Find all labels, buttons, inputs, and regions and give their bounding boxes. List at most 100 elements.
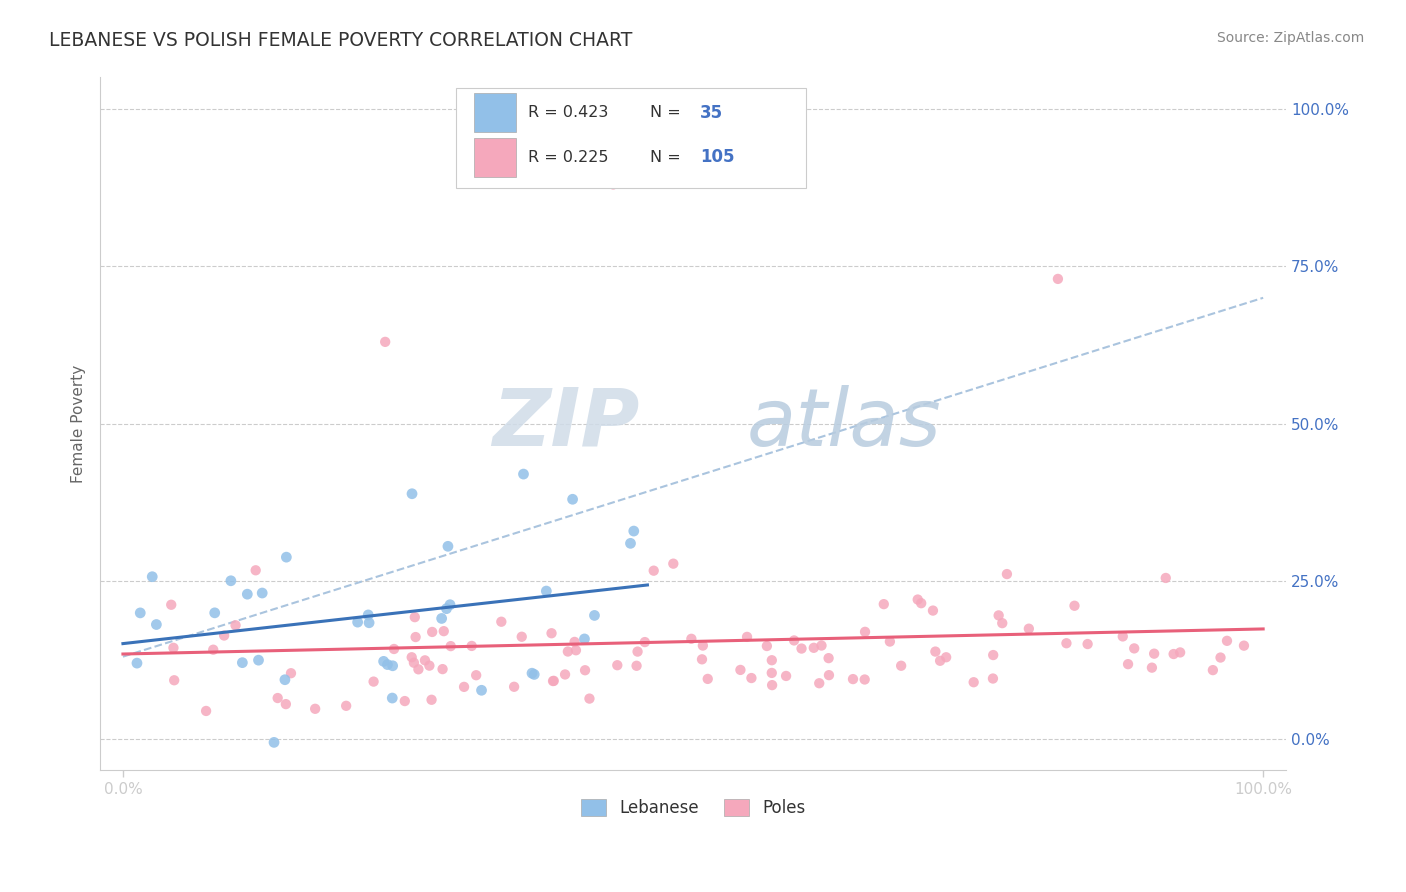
- Text: R = 0.225: R = 0.225: [529, 150, 609, 165]
- Point: [853, 624, 876, 639]
- Text: atlas: atlas: [747, 384, 941, 463]
- Point: [437, 539, 460, 553]
- Point: [145, 617, 167, 632]
- Point: [536, 584, 558, 599]
- Point: [808, 676, 831, 690]
- Point: [626, 644, 648, 658]
- Text: R = 0.423: R = 0.423: [529, 105, 609, 120]
- Point: [125, 656, 148, 670]
- Point: [357, 607, 380, 622]
- FancyBboxPatch shape: [456, 87, 806, 188]
- Point: [465, 668, 488, 682]
- Point: [818, 668, 841, 682]
- Point: [304, 702, 326, 716]
- Point: [761, 665, 783, 680]
- Point: [810, 639, 832, 653]
- Point: [453, 680, 475, 694]
- Point: [853, 673, 876, 687]
- Point: [1140, 660, 1163, 674]
- Point: [1163, 647, 1185, 661]
- Point: [803, 640, 825, 655]
- Point: [681, 632, 703, 646]
- Point: [1112, 629, 1135, 643]
- Point: [1233, 639, 1256, 653]
- Point: [373, 654, 395, 668]
- Point: [735, 630, 758, 644]
- Point: [995, 567, 1018, 582]
- Point: [842, 672, 865, 686]
- Point: [1154, 571, 1177, 585]
- Point: [922, 604, 945, 618]
- Point: [440, 639, 463, 653]
- Point: [405, 630, 427, 644]
- Point: [755, 639, 778, 653]
- Point: [162, 640, 184, 655]
- Point: [981, 648, 1004, 662]
- Point: [377, 657, 399, 672]
- Point: [236, 587, 259, 601]
- Point: [541, 674, 564, 689]
- Point: [557, 644, 579, 658]
- Text: N =: N =: [651, 105, 686, 120]
- Point: [250, 586, 273, 600]
- Point: [790, 641, 813, 656]
- Point: [470, 683, 492, 698]
- Legend: Lebanese, Poles: Lebanese, Poles: [574, 792, 813, 824]
- Point: [783, 633, 806, 648]
- Point: [460, 639, 482, 653]
- Point: [696, 672, 718, 686]
- Point: [433, 624, 456, 639]
- Point: [730, 663, 752, 677]
- Point: [543, 673, 565, 688]
- Point: [436, 601, 458, 615]
- Point: [626, 658, 648, 673]
- Text: 105: 105: [700, 148, 735, 167]
- Point: [520, 666, 543, 681]
- Point: [219, 574, 242, 588]
- Point: [401, 487, 423, 501]
- Point: [963, 675, 986, 690]
- Point: [404, 610, 426, 624]
- Point: [623, 524, 645, 538]
- Point: [564, 635, 586, 649]
- Point: [430, 611, 453, 625]
- Point: [231, 656, 253, 670]
- Point: [381, 691, 404, 706]
- Point: [346, 615, 368, 629]
- Point: [225, 618, 247, 632]
- Point: [195, 704, 218, 718]
- Point: [879, 634, 901, 648]
- Point: [382, 642, 405, 657]
- Point: [394, 694, 416, 708]
- Point: [129, 606, 152, 620]
- Point: [817, 651, 839, 665]
- Point: [692, 639, 714, 653]
- Point: [540, 626, 562, 640]
- Point: [565, 643, 588, 657]
- Point: [413, 653, 436, 667]
- Point: [554, 667, 576, 681]
- Point: [420, 624, 443, 639]
- Point: [634, 635, 657, 649]
- Point: [991, 616, 1014, 631]
- Point: [276, 550, 298, 565]
- FancyBboxPatch shape: [474, 138, 516, 177]
- Point: [1202, 663, 1225, 677]
- Point: [212, 628, 235, 642]
- Point: [202, 642, 225, 657]
- Point: [606, 658, 628, 673]
- Point: [873, 597, 896, 611]
- Point: [935, 650, 957, 665]
- FancyBboxPatch shape: [474, 93, 516, 132]
- Point: [1116, 657, 1139, 672]
- Point: [335, 698, 357, 713]
- Point: [491, 615, 513, 629]
- Text: Source: ZipAtlas.com: Source: ZipAtlas.com: [1216, 31, 1364, 45]
- Point: [775, 669, 797, 683]
- Point: [574, 663, 596, 677]
- Point: [1143, 647, 1166, 661]
- Point: [924, 644, 946, 658]
- Point: [141, 570, 163, 584]
- Point: [987, 608, 1010, 623]
- Point: [561, 492, 583, 507]
